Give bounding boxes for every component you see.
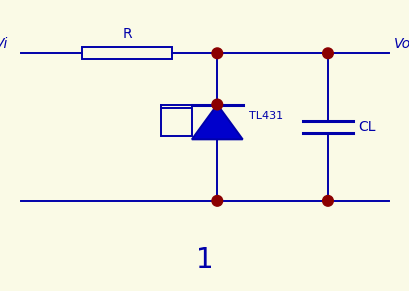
Text: Vo: Vo [393, 37, 409, 51]
Circle shape [211, 196, 222, 206]
Text: CL: CL [358, 120, 375, 134]
Polygon shape [191, 104, 242, 139]
Text: 1: 1 [196, 246, 213, 274]
Bar [161, 108, 191, 136]
Bar [82, 47, 172, 59]
Text: R: R [122, 27, 132, 41]
Text: TL431: TL431 [248, 111, 282, 121]
Circle shape [211, 99, 222, 110]
Circle shape [211, 48, 222, 58]
Circle shape [322, 196, 333, 206]
Text: Vi: Vi [0, 37, 8, 51]
Circle shape [322, 48, 333, 58]
